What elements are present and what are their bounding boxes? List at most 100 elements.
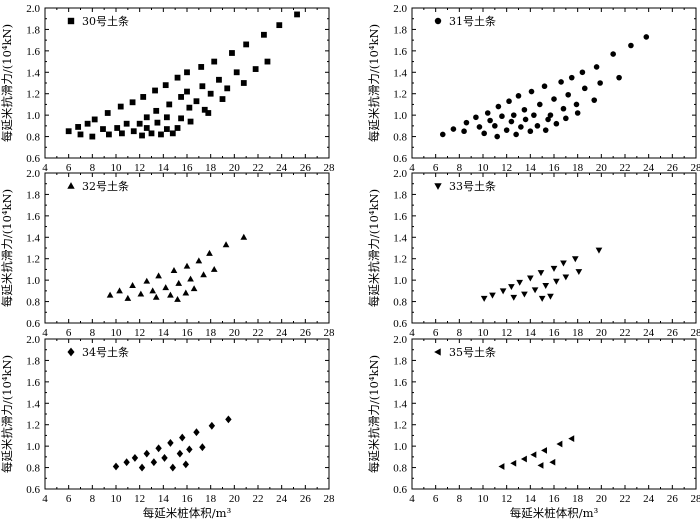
y-tick-label: 1.2 xyxy=(26,89,40,101)
x-tick-label: 6 xyxy=(66,327,72,339)
data-point xyxy=(439,131,446,138)
data-point xyxy=(616,74,622,81)
data-point xyxy=(487,117,493,124)
data-point xyxy=(123,120,130,127)
y-tick-label: 1.6 xyxy=(26,211,40,223)
data-point xyxy=(129,282,136,288)
data-point xyxy=(130,128,137,135)
x-tick-label: 10 xyxy=(111,162,123,174)
data-point xyxy=(522,116,529,123)
x-tick-label: 16 xyxy=(182,493,194,505)
data-point xyxy=(568,74,575,81)
data-point xyxy=(573,101,580,108)
data-point xyxy=(123,458,130,467)
data-point xyxy=(152,293,160,300)
x-tick-label: 6 xyxy=(433,162,439,174)
x-axis-label: 每延米桩体积/m³ xyxy=(510,506,599,519)
y-tick-label: 1.8 xyxy=(26,24,40,36)
x-tick-label: 12 xyxy=(501,327,512,339)
plot-frame xyxy=(44,7,330,159)
x-tick-label: 10 xyxy=(478,493,490,505)
data-point xyxy=(162,82,169,89)
data-point xyxy=(158,131,164,138)
data-point xyxy=(169,130,176,137)
data-point xyxy=(106,131,112,138)
x-tick-label: 14 xyxy=(158,162,170,174)
data-point xyxy=(530,451,537,459)
data-point xyxy=(219,96,226,102)
x-tick-label: 18 xyxy=(572,162,584,174)
plot-frame xyxy=(411,172,697,324)
data-point xyxy=(562,274,570,281)
y-tick-label: 2.0 xyxy=(26,334,40,346)
data-point xyxy=(166,101,173,108)
data-point xyxy=(547,112,554,118)
y-axis-label: 每延米抗滑力/(10⁴kN) xyxy=(0,355,14,473)
data-point xyxy=(463,119,470,126)
y-tick-label: 1.8 xyxy=(393,355,407,367)
data-points xyxy=(439,34,650,140)
legend-marker xyxy=(434,348,441,356)
data-point xyxy=(551,96,557,102)
data-point xyxy=(139,132,145,139)
data-point xyxy=(556,440,563,448)
data-point xyxy=(516,279,524,286)
x-tick-label: 20 xyxy=(596,327,608,339)
data-point xyxy=(205,110,212,116)
x-tick-label: 24 xyxy=(276,493,288,505)
data-point xyxy=(538,295,546,302)
y-tick-label: 1.2 xyxy=(26,254,40,266)
data-point xyxy=(240,233,248,240)
x-tick-label: 24 xyxy=(643,327,655,339)
data-points xyxy=(480,247,603,302)
x-tick-label: 14 xyxy=(525,327,537,339)
x-tick-label: 22 xyxy=(620,493,631,505)
y-tick-label: 0.8 xyxy=(393,297,407,309)
x-tick-label: 6 xyxy=(66,162,72,174)
x-tick-label: 18 xyxy=(572,327,584,339)
data-point xyxy=(541,83,548,90)
data-point xyxy=(163,126,170,132)
data-point xyxy=(153,107,160,114)
data-point xyxy=(148,130,155,137)
x-tick-label: 20 xyxy=(229,327,241,339)
data-point xyxy=(542,127,549,133)
data-point xyxy=(224,85,231,92)
x-tick-label: 20 xyxy=(229,162,241,174)
data-point xyxy=(563,115,569,122)
data-point xyxy=(550,265,558,272)
y-tick-label: 1.8 xyxy=(26,189,40,201)
data-point xyxy=(211,58,218,65)
data-point xyxy=(515,93,522,99)
x-tick-label: 4 xyxy=(42,162,48,174)
data-point xyxy=(560,260,567,267)
y-tick-label: 1.6 xyxy=(393,46,407,58)
y-tick-label: 0.6 xyxy=(26,153,40,165)
data-point xyxy=(534,123,541,129)
y-tick-label: 1.6 xyxy=(393,377,407,389)
x-tick-label: 24 xyxy=(643,162,655,174)
y-tick-label: 1.6 xyxy=(26,377,40,389)
data-point xyxy=(186,104,193,111)
x-tick-label: 20 xyxy=(596,493,608,505)
data-point xyxy=(174,74,181,81)
legend-marker xyxy=(434,17,442,25)
data-point xyxy=(510,459,517,467)
y-tick-label: 1.2 xyxy=(393,89,407,101)
data-point xyxy=(243,41,250,48)
data-point xyxy=(114,125,121,131)
data-point xyxy=(508,118,515,125)
y-axis-label: 每延米抗滑力/(10⁴kN) xyxy=(0,189,14,307)
plot-frame xyxy=(44,172,330,324)
x-tick-label: 20 xyxy=(229,493,241,505)
x-tick-label: 24 xyxy=(276,327,288,339)
x-tick-label: 24 xyxy=(643,493,655,505)
x-tick-label: 24 xyxy=(276,162,288,174)
x-tick-label: 20 xyxy=(596,162,608,174)
y-tick-label: 0.6 xyxy=(26,318,40,330)
data-point xyxy=(597,80,603,86)
data-point xyxy=(264,58,271,65)
data-point xyxy=(154,119,161,126)
chart-panel-top-right: 4 6 8 10 12 14 16 18 20 22 24 26 28 0.6 0.8 1.0 1.2 1.4 1.… xyxy=(367,3,700,174)
data-point xyxy=(571,256,579,263)
